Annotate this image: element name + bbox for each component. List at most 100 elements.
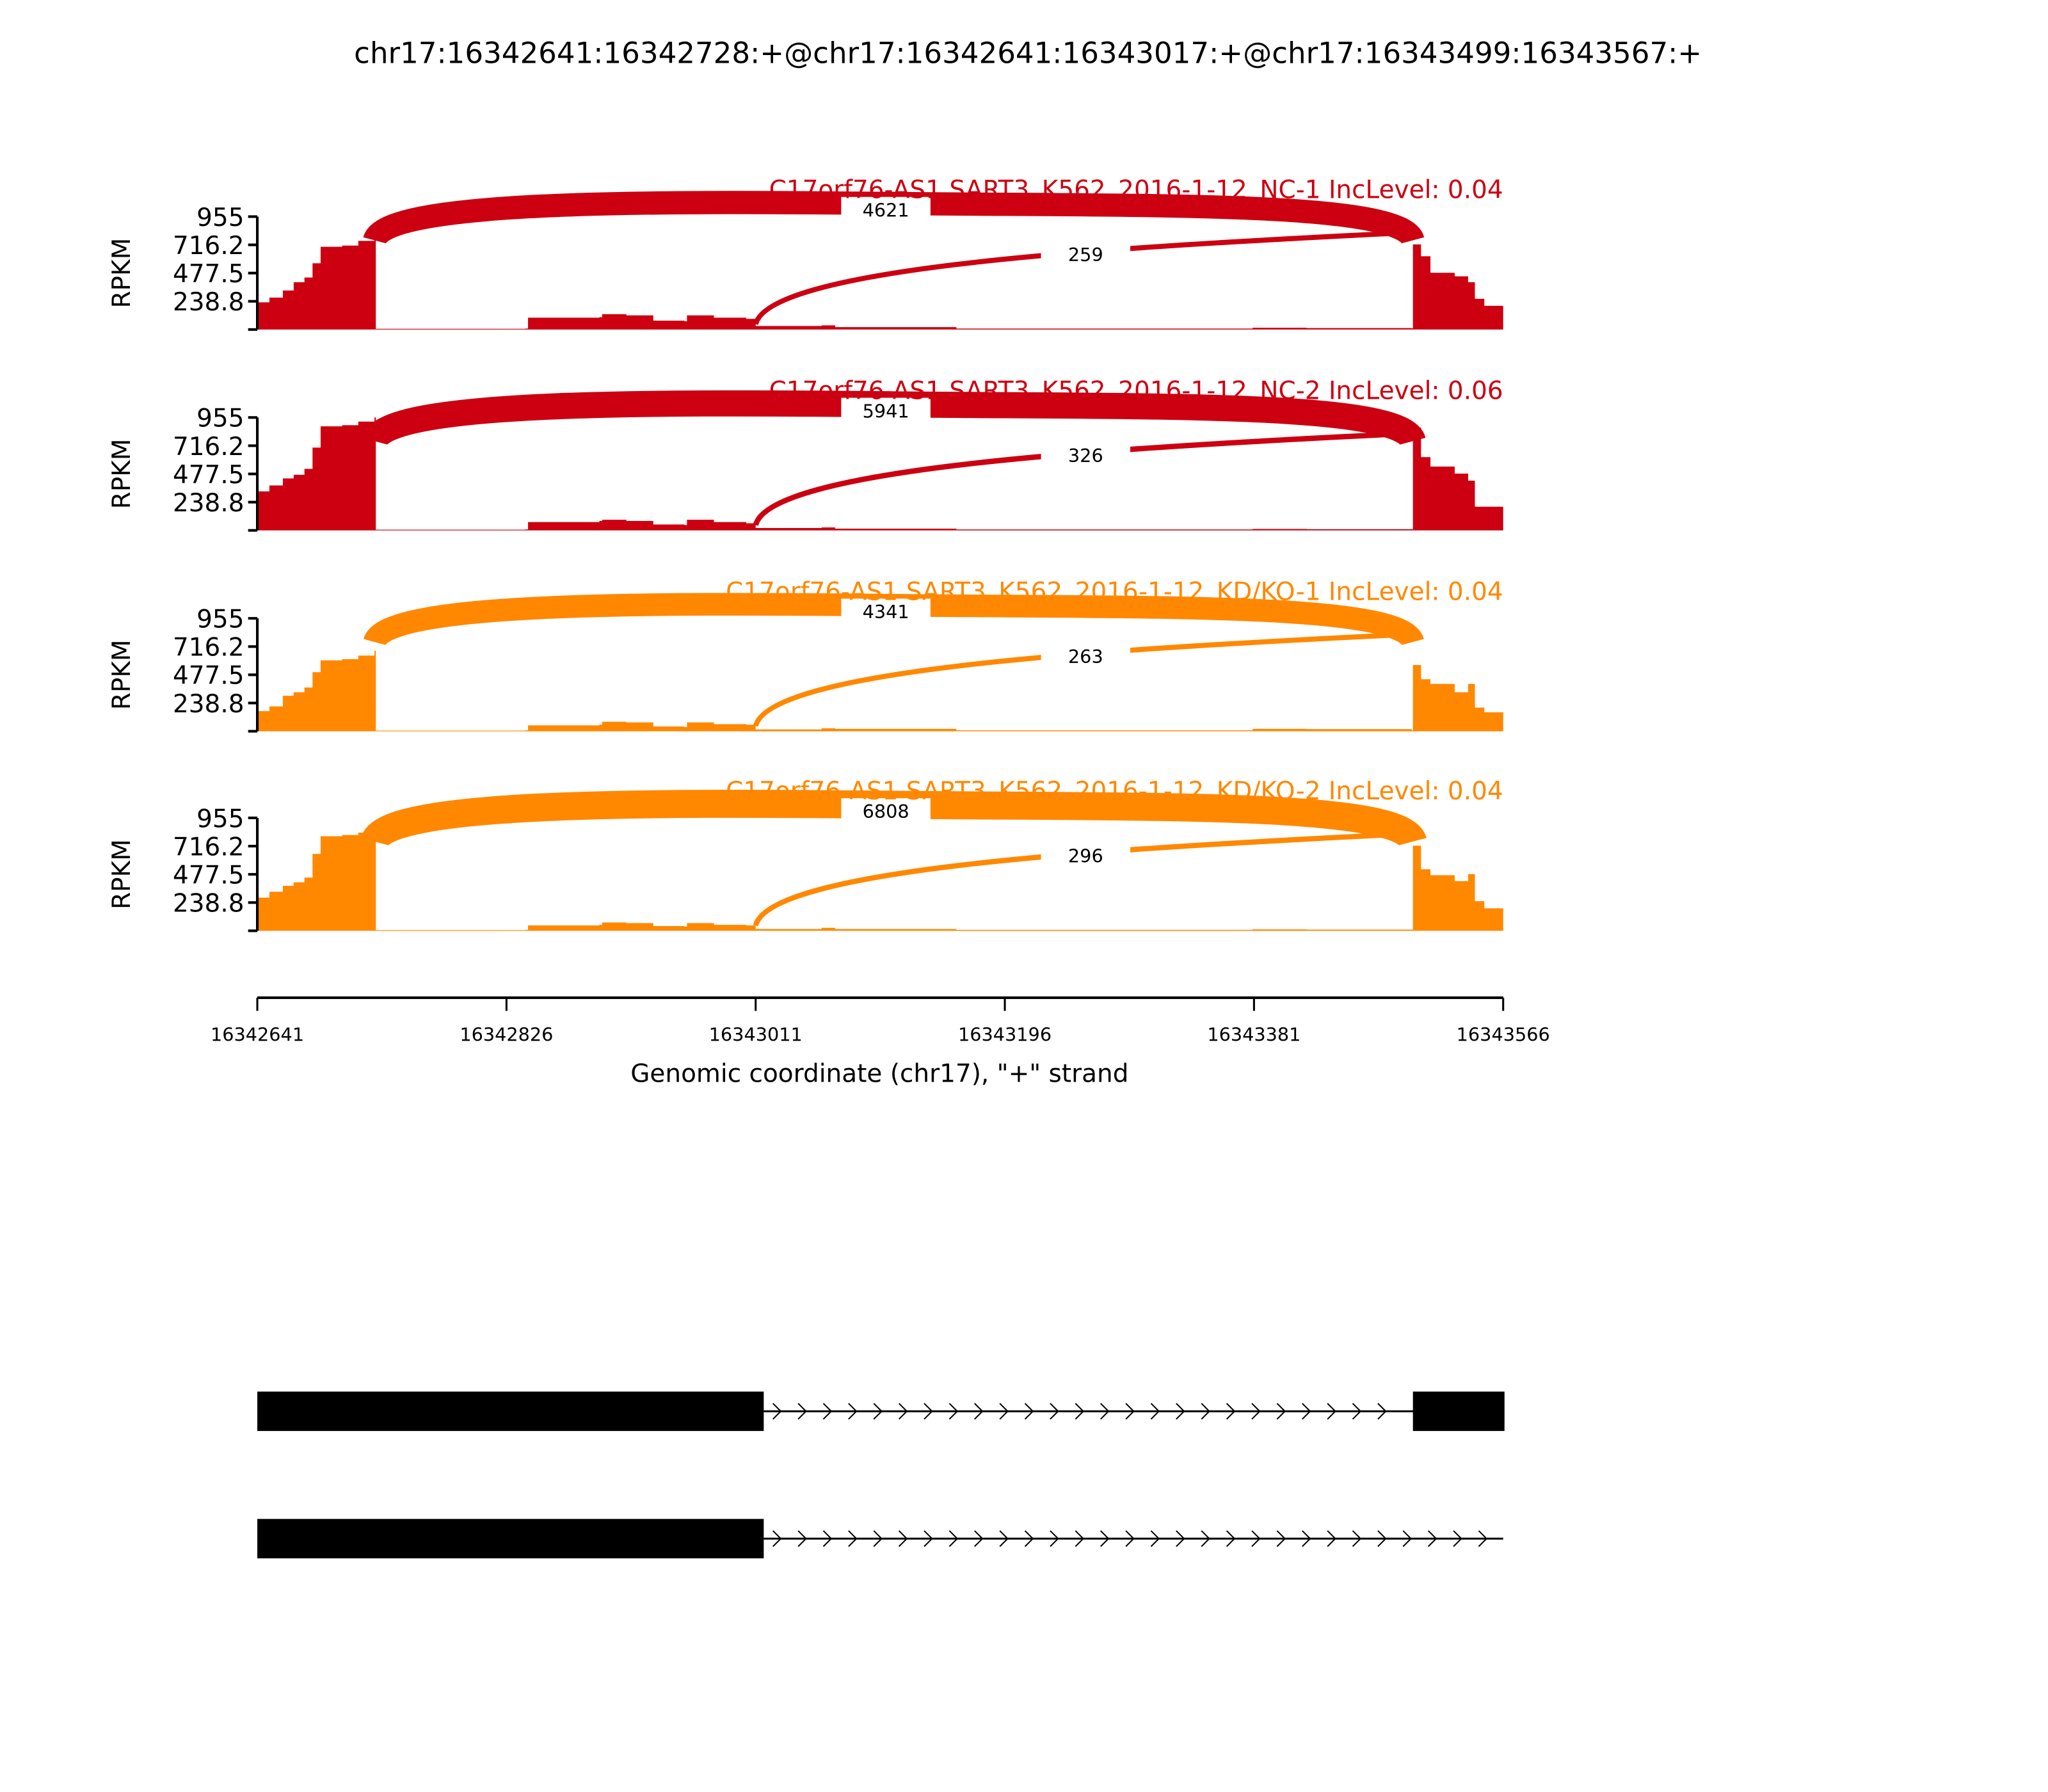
x-axis: 16342641 16342826 16343011 16343196 16343381… (211, 996, 1550, 1046)
strand-arrow-icon (1251, 1530, 1261, 1548)
strand-arrow-icon (974, 1530, 984, 1548)
x-tick-label: 16343011 (709, 1024, 803, 1046)
y-tick-label: 238.8 (173, 690, 244, 719)
strand-arrow-icon (1125, 1403, 1135, 1420)
strand-arrow-icon (1176, 1530, 1185, 1548)
sample-label: C17orf76-AS1 SART3_K562_2016-1-12_NC-2 I… (769, 377, 1503, 406)
strand-arrow-icon (924, 1530, 933, 1548)
strand-arrow-icon (974, 1403, 984, 1420)
strand-arrow-icon (822, 1530, 833, 1548)
y-axis-label: RPKM (108, 439, 136, 509)
y-tick-label: 716.2 (173, 433, 244, 461)
strand-arrow-icon (1327, 1530, 1336, 1548)
exon-block (257, 1519, 764, 1558)
junction-count: 259 (1068, 244, 1103, 266)
junction-arc (753, 230, 1413, 325)
transcript (257, 1391, 1505, 1431)
strand-arrow-icon (1276, 1530, 1286, 1548)
y-tick-label: 477.5 (173, 461, 244, 490)
junction-count-box (841, 397, 931, 424)
y-axis-label: RPKM (108, 839, 136, 909)
junction-count-box (1041, 442, 1131, 469)
junction-count-box (1041, 643, 1131, 670)
strand-arrow-icon (1251, 1403, 1261, 1420)
strand-arrow-icon (999, 1403, 1009, 1420)
y-tick-label: 477.5 (173, 861, 244, 890)
junction-count: 6808 (863, 801, 909, 822)
x-tick-label: 16342826 (460, 1024, 553, 1046)
sample-panel: 6808 296 C17orf76-AS1 SART3_K562_2016-1-12… (108, 777, 1503, 932)
strand-arrow-icon (1302, 1530, 1311, 1548)
junction-count: 5941 (863, 400, 909, 422)
strand-arrow-icon (1024, 1403, 1034, 1420)
strand-arrow-icon (1024, 1530, 1034, 1548)
strand-arrow-icon (948, 1403, 959, 1420)
transcript (257, 1519, 1503, 1558)
strand-arrow-icon (948, 1530, 959, 1548)
junction-arc (753, 631, 1413, 727)
y-tick-label: 477.5 (173, 662, 244, 691)
y-tick-label: 477.5 (173, 260, 244, 289)
strand-arrow-icon (924, 1403, 933, 1420)
strand-arrow-icon (1402, 1530, 1412, 1548)
y-tick-label: 238.8 (173, 288, 244, 317)
gene-structure (257, 1391, 1505, 1558)
strand-arrow-icon (1302, 1403, 1311, 1420)
x-tick-label: 16343566 (1457, 1024, 1550, 1046)
strand-arrow-icon (1226, 1530, 1236, 1548)
sample-label: C17orf76-AS1 SART3_K562_2016-1-12_KD/KO-… (726, 777, 1503, 806)
strand-arrow-icon (873, 1530, 883, 1548)
y-tick-label: 716.2 (173, 634, 244, 662)
junction-arc (753, 831, 1413, 927)
strand-arrow-icon (1352, 1403, 1362, 1420)
strand-arrow-icon (1427, 1530, 1437, 1548)
sample-label: C17orf76-AS1 SART3_K562_2016-1-12_KD/KO-… (726, 577, 1503, 606)
strand-arrow-icon (1453, 1530, 1462, 1548)
junction-count: 4621 (863, 199, 909, 221)
y-tick-label: 716.2 (173, 232, 244, 260)
strand-arrow-icon (772, 1403, 782, 1420)
junction-arc (753, 430, 1413, 526)
coverage-area (257, 829, 1503, 931)
y-axis-label: RPKM (108, 639, 136, 710)
y-tick-label: 955 (196, 204, 244, 232)
junction-count-box (1041, 842, 1131, 869)
junction-count-box (841, 196, 931, 223)
sample-panel: 4341 263 C17orf76-AS1 SART3_K562_2016-1-12… (108, 577, 1503, 733)
chart-title: chr17:16342641:16342728:+@chr17:16342641… (354, 36, 1702, 70)
junction-count-box (1041, 241, 1131, 268)
junction-count-box (841, 598, 931, 625)
strand-arrow-icon (898, 1530, 908, 1548)
strand-arrow-icon (1352, 1530, 1362, 1548)
y-tick-label: 716.2 (173, 833, 244, 861)
strand-arrow-icon (1276, 1403, 1286, 1420)
strand-arrow-icon (1150, 1530, 1160, 1548)
sample-panel: 5941 326 C17orf76-AS1 SART3_K562_2016-1-12… (108, 377, 1503, 532)
strand-arrow-icon (822, 1403, 833, 1420)
strand-arrow-icon (1050, 1530, 1059, 1548)
junction-count-box (841, 798, 931, 825)
strand-arrow-icon (1478, 1530, 1488, 1548)
junction-count: 296 (1068, 845, 1103, 867)
strand-arrow-icon (999, 1530, 1009, 1548)
exon-block (1412, 1391, 1505, 1431)
y-tick-label: 955 (196, 804, 244, 833)
junction-count: 326 (1068, 445, 1103, 467)
x-tick-label: 16343196 (958, 1024, 1052, 1046)
y-tick-label: 238.8 (173, 890, 244, 918)
coverage-panels: 4621 259 C17orf76-AS1 SART3_K562_2016-1-12… (108, 176, 1503, 932)
strand-arrow-icon (1377, 1530, 1387, 1548)
strand-arrow-icon (1226, 1403, 1236, 1420)
strand-arrow-icon (1100, 1530, 1110, 1548)
junction-count: 4341 (863, 601, 909, 623)
exon-block (257, 1391, 764, 1431)
strand-arrow-icon (1050, 1403, 1059, 1420)
coverage-area (257, 237, 1503, 330)
sample-panel: 4621 259 C17orf76-AS1 SART3_K562_2016-1-12… (108, 176, 1503, 331)
strand-arrow-icon (1201, 1530, 1211, 1548)
strand-arrow-icon (1327, 1403, 1336, 1420)
strand-arrow-icon (1201, 1403, 1211, 1420)
x-tick-label: 16343381 (1207, 1024, 1300, 1046)
coverage-area (257, 650, 1503, 732)
